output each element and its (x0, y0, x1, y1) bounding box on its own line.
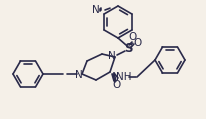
Text: O: O (113, 80, 121, 90)
Text: O: O (129, 32, 137, 42)
Text: N: N (75, 70, 83, 80)
Text: N: N (92, 5, 100, 15)
Text: S: S (124, 42, 132, 55)
Text: N: N (108, 51, 116, 61)
Text: O: O (134, 38, 142, 48)
Text: NH: NH (116, 72, 132, 82)
